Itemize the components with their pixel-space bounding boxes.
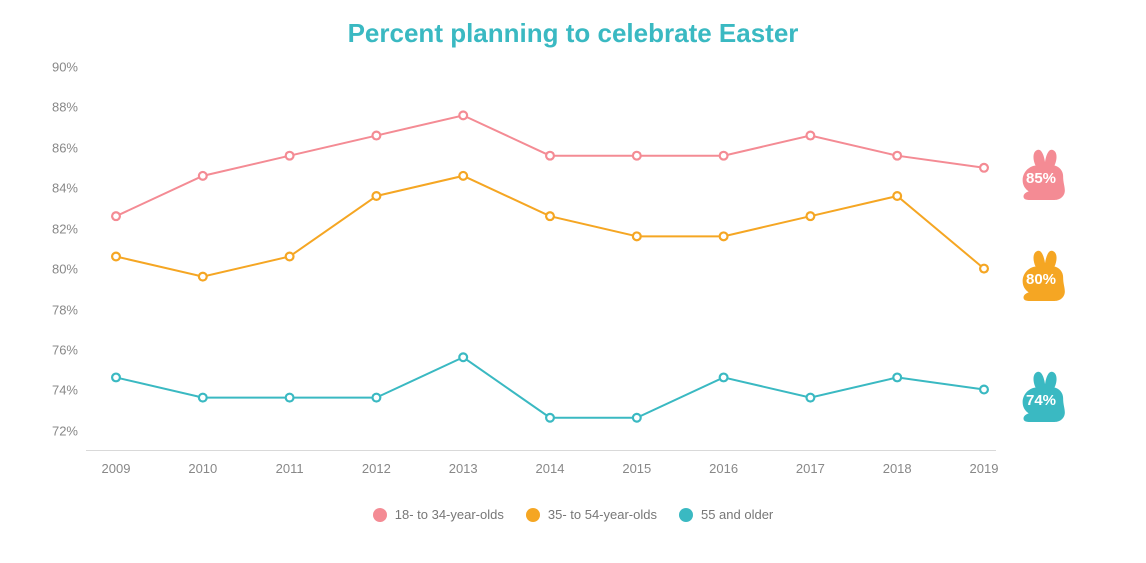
series-line-age_18_34: [116, 115, 984, 216]
legend-item-age_55_plus: 55 and older: [679, 507, 773, 522]
chart-title: Percent planning to celebrate Easter: [30, 18, 1116, 49]
y-tick-label: 90%: [52, 60, 78, 75]
y-tick-label: 80%: [52, 262, 78, 277]
legend-item-age_35_54: 35- to 54-year-olds: [526, 507, 657, 522]
x-tick-label: 2018: [883, 461, 912, 476]
y-tick-label: 84%: [52, 181, 78, 196]
legend-swatch: [373, 508, 387, 522]
legend-label: 18- to 34-year-olds: [395, 507, 504, 522]
plot-svg: [86, 67, 996, 450]
x-tick-label: 2014: [536, 461, 565, 476]
x-tick-label: 2019: [970, 461, 999, 476]
legend: 18- to 34-year-olds 35- to 54-year-olds 55…: [30, 507, 1116, 522]
x-tick-label: 2017: [796, 461, 825, 476]
legend-item-age_18_34: 18- to 34-year-olds: [373, 507, 504, 522]
x-tick-label: 2016: [709, 461, 738, 476]
x-tick-label: 2010: [188, 461, 217, 476]
bunny-icon-age_18_34: 85%: [1004, 138, 1074, 200]
y-tick-label: 82%: [52, 221, 78, 236]
bunny-icon-age_35_54: 80%: [1004, 239, 1074, 301]
y-tick-label: 86%: [52, 140, 78, 155]
legend-label: 35- to 54-year-olds: [548, 507, 657, 522]
legend-label: 55 and older: [701, 507, 773, 522]
series-line-age_55_plus: [116, 357, 984, 417]
y-tick-label: 72%: [52, 423, 78, 438]
series-line-age_35_54: [116, 176, 984, 277]
y-tick-label: 74%: [52, 383, 78, 398]
x-tick-label: 2009: [102, 461, 131, 476]
legend-swatch: [679, 508, 693, 522]
y-tick-label: 76%: [52, 342, 78, 357]
x-tick-label: 2015: [622, 461, 651, 476]
legend-swatch: [526, 508, 540, 522]
chart-container: Percent planning to celebrate Easter 72%…: [0, 0, 1146, 563]
bunny-icon-age_55_plus: 74%: [1004, 360, 1074, 422]
x-axis: 2009 2010 2011 2012 2013 2014 2015 2016 2017 2018…: [86, 451, 996, 487]
x-tick-label: 2011: [276, 461, 304, 476]
y-tick-label: 78%: [52, 302, 78, 317]
y-tick-label: 88%: [52, 100, 78, 115]
x-tick-label: 2012: [362, 461, 391, 476]
x-tick-label: 2013: [449, 461, 478, 476]
plot-area: [86, 67, 996, 451]
y-axis: 72%74%76%78%80%82%84%86%88%90%: [30, 67, 86, 487]
end-icon-area: 85% 80% 74%: [996, 67, 1116, 451]
plot-wrap: 72%74%76%78%80%82%84%86%88%90% 85%80%74%…: [30, 67, 1116, 487]
